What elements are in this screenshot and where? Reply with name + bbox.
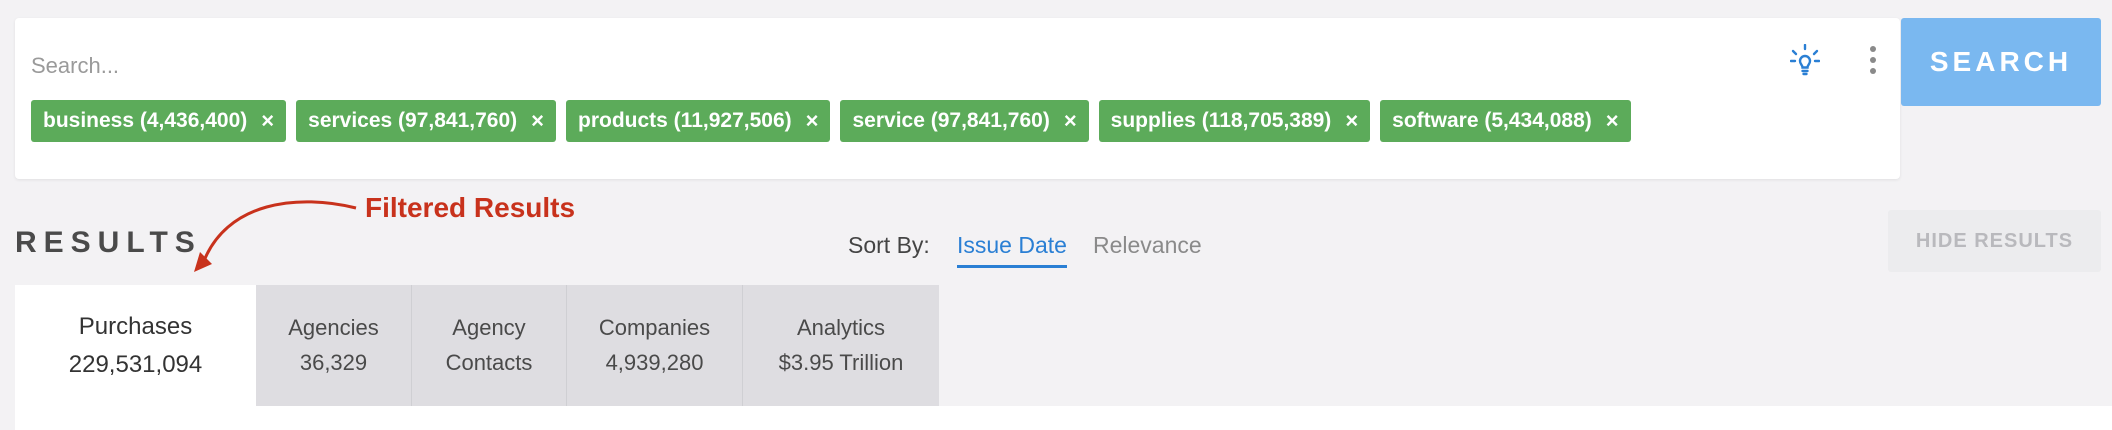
chip-label: products (11,927,506)	[578, 109, 792, 132]
filtered-results-annotation: Filtered Results	[365, 192, 576, 223]
sort-by-label: Sort By:	[848, 232, 930, 258]
results-tabs: Purchases 229,531,094 Agencies 36,329 Ag…	[15, 285, 939, 406]
kebab-dot	[1870, 46, 1876, 52]
hide-results-button[interactable]: HIDE RESULTS	[1888, 210, 2101, 272]
kebab-dot	[1870, 57, 1876, 63]
kebab-dot	[1870, 68, 1876, 74]
tab-value: $3.95 Trillion	[778, 349, 904, 375]
chip-label: business (4,436,400)	[43, 109, 248, 132]
sort-option-relevance[interactable]: Relevance	[1093, 232, 1202, 258]
sort-option-issue-date[interactable]: Issue Date	[957, 232, 1067, 268]
close-icon[interactable]: ×	[805, 108, 819, 133]
chip-label: service (97,841,760)	[852, 109, 1050, 132]
filter-chip: business (4,436,400) ×	[31, 100, 287, 142]
tab-label: Purchases	[78, 313, 193, 341]
tab-analytics[interactable]: Analytics $3.95 Trillion	[743, 285, 939, 406]
filter-chip: supplies (118,705,389) ×	[1098, 100, 1371, 142]
search-button[interactable]: SEARCH	[1901, 18, 2101, 106]
close-icon[interactable]: ×	[261, 108, 275, 133]
results-panel	[15, 406, 2112, 430]
tab-count: 229,531,094	[68, 350, 203, 378]
tab-companies[interactable]: Companies 4,939,280	[567, 285, 743, 406]
tab-label: Companies	[598, 315, 711, 341]
filter-chip: services (97,841,760) ×	[296, 100, 557, 142]
tab-count: 36,329	[299, 349, 368, 375]
tab-count: 4,939,280	[605, 349, 704, 375]
close-icon[interactable]: ×	[1345, 108, 1359, 133]
search-panel: business (4,436,400) × services (97,841,…	[15, 18, 1900, 179]
results-title: RESULTS	[15, 226, 202, 259]
tab-agencies[interactable]: Agencies 36,329	[256, 285, 412, 406]
filter-chip: products (11,927,506) ×	[566, 100, 831, 142]
annotation-arrow	[194, 200, 357, 272]
filter-chip: service (97,841,760) ×	[840, 100, 1089, 142]
lightbulb-icon[interactable]	[1785, 40, 1825, 80]
search-input[interactable]	[31, 48, 1731, 84]
tab-label: Agencies	[288, 315, 379, 341]
tab-agency-contacts[interactable]: Agency Contacts	[412, 285, 567, 406]
chip-label: supplies (118,705,389)	[1110, 109, 1332, 132]
close-icon[interactable]: ×	[531, 108, 545, 133]
tab-label: Agency	[452, 315, 526, 341]
filter-chips: business (4,436,400) × services (97,841,…	[31, 100, 1631, 142]
close-icon[interactable]: ×	[1063, 108, 1077, 133]
chip-label: services (97,841,760)	[308, 109, 518, 132]
filter-chip: software (5,434,088) ×	[1380, 100, 1631, 142]
tab-label-line2: Contacts	[445, 349, 533, 375]
chip-label: software (5,434,088)	[1392, 109, 1592, 132]
tab-purchases[interactable]: Purchases 229,531,094	[15, 285, 256, 406]
close-icon[interactable]: ×	[1605, 108, 1619, 133]
tab-label: Analytics	[796, 315, 886, 341]
kebab-menu-icon[interactable]	[1855, 40, 1891, 80]
